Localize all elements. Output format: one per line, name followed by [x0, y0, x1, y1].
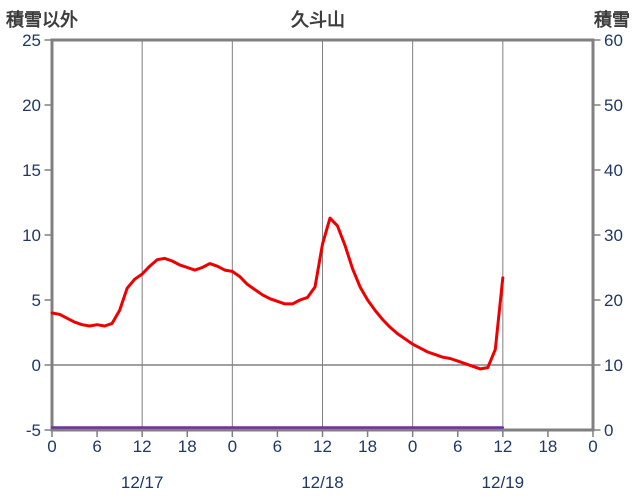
left-axis-tick-label: 0: [32, 356, 41, 375]
right-axis-tick-label: 50: [604, 96, 623, 115]
plot-border: [50, 38, 595, 432]
x-axis-tick-label: 12: [493, 437, 512, 456]
left-axis-title: 積雪以外: [6, 10, 78, 30]
x-axis-tick-label: 0: [588, 437, 597, 456]
x-axis-tick-label: 0: [228, 437, 237, 456]
x-axis-tick-label: 12: [313, 437, 332, 456]
x-axis-date-label: 12/19: [482, 473, 525, 492]
x-axis-date-label: 12/18: [301, 473, 344, 492]
right-axis-tick-label: 10: [604, 356, 623, 375]
right-axis-tick-label: 20: [604, 291, 623, 310]
x-axis-tick-label: 0: [47, 437, 56, 456]
x-axis-tick-label: 18: [358, 437, 377, 456]
left-axis-tick-label: 25: [22, 31, 41, 50]
chart-title: 久斗山: [291, 10, 345, 30]
right-axis-title: 積雪: [594, 10, 630, 30]
x-axis-tick-label: 12: [133, 437, 152, 456]
left-axis-tick-label: 15: [22, 161, 41, 180]
x-axis-tick-label: 6: [453, 437, 462, 456]
x-axis-tick-label: 0: [408, 437, 417, 456]
x-axis-date-label: 12/17: [121, 473, 164, 492]
x-axis-tick-label: 6: [273, 437, 282, 456]
right-axis-tick-label: 0: [604, 421, 613, 440]
left-axis-tick-label: 20: [22, 96, 41, 115]
left-axis-tick-label: 10: [22, 226, 41, 245]
left-axis-tick-label: 5: [32, 291, 41, 310]
series-line-red: [50, 216, 505, 371]
left-axis-tick-label: -5: [26, 421, 41, 440]
x-axis-tick-label: 18: [538, 437, 557, 456]
right-axis-tick-label: 40: [604, 161, 623, 180]
right-axis-tick-label: 30: [604, 226, 623, 245]
x-axis-tick-label: 6: [92, 437, 101, 456]
x-axis-tick-label: 18: [178, 437, 197, 456]
right-axis-tick-label: 60: [604, 31, 623, 50]
